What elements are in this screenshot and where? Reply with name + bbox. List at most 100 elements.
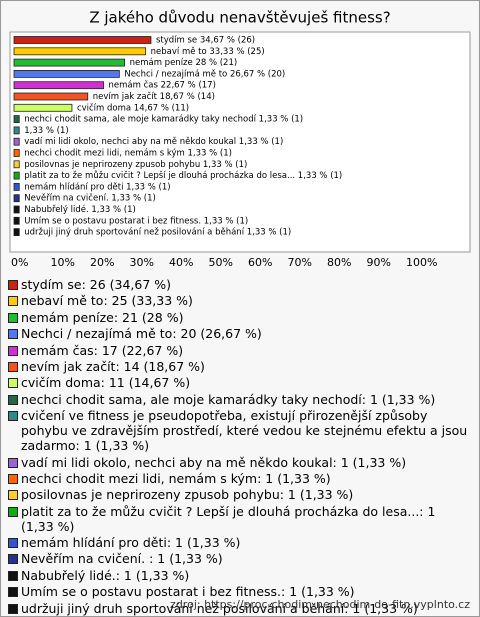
- legend-label: Nechci / nezajímá mě to: 20 (26,67 %): [21, 326, 262, 342]
- bar-label: nebaví mě to 33,33 % (25): [151, 47, 265, 57]
- bar-label: stydím se 34,67 % (26): [156, 36, 255, 46]
- bar-label: 1,33 % (1): [24, 126, 68, 136]
- legend-item: cvičím doma: 11 (14,67 %): [8, 375, 470, 390]
- legend-label: cvičení ve fitness je pseudopotřeba, exi…: [21, 408, 468, 454]
- bar: [13, 126, 20, 135]
- legend-item: nechci chodit mezi lidi, nemám s kým: 1 …: [8, 471, 470, 486]
- legend-label: cvičím doma: 11 (14,67 %): [21, 375, 191, 391]
- legend-item: posilovnas je neprirozeny zpusob pohybu:…: [8, 487, 470, 502]
- legend-label: posilovnas je neprirozeny zpusob pohybu:…: [21, 487, 354, 503]
- legend-label: nechci chodit sama, ale moje kamarádky t…: [21, 391, 436, 407]
- legend-swatch: [8, 312, 18, 323]
- bar-label: nechci chodit sama, ale moje kamarádky t…: [24, 115, 303, 125]
- bar-label: Nechci / nezajímá mě to 26,67 % (20): [124, 69, 285, 79]
- bar: [13, 149, 20, 157]
- plot-area: [9, 31, 471, 253]
- bar-label: nemám hlídání pro děti 1,33 % (1): [24, 182, 170, 192]
- legend-label: Umím se o postavu postarat i bez fitness…: [21, 584, 355, 600]
- bar-label: nemám peníze 28 % (21): [130, 58, 238, 68]
- bar: [13, 115, 20, 123]
- legend-swatch: [8, 329, 18, 340]
- legend-swatch: [8, 280, 18, 290]
- source: zdroj: https://proc-chodim-nechodim-do-f…: [170, 598, 470, 611]
- bar: [13, 182, 20, 191]
- bar: [13, 216, 20, 225]
- legend-item: Nevěřím na cvičení. : 1 (1,33 %): [8, 551, 470, 566]
- legend-label: nechci chodit mezi lidi, nemám s kým: 1 …: [21, 470, 331, 486]
- legend-item: udržuji jiný druh sportování než posilov…: [8, 601, 470, 616]
- legend-item: vadí mi lidi okolo, nechci aby na mě něk…: [8, 455, 470, 470]
- legend-swatch: [8, 603, 18, 614]
- legend-swatch: [8, 490, 18, 501]
- bar: [13, 47, 147, 56]
- bar: [13, 160, 20, 169]
- x-tick-label: 40%: [169, 256, 193, 269]
- legend-label: nevím jak začít: 14 (18,67 %): [21, 358, 205, 374]
- bar: [13, 70, 120, 78]
- legend-label: Nabubřelý lidé.: 1 (1,33 %): [21, 567, 190, 583]
- legend-swatch: [8, 587, 18, 598]
- x-tick-label: 60%: [248, 256, 272, 269]
- legend-swatch: [8, 554, 18, 565]
- legend-swatch: [8, 538, 18, 549]
- legend-item: nevím jak začít: 14 (18,67 %): [8, 359, 470, 374]
- chart: Z jakého důvodu nenavštěvuješ fitness? 0…: [9, 9, 471, 269]
- x-tick-label: 20%: [90, 256, 114, 269]
- legend-swatch: [8, 457, 18, 468]
- legend-swatch: [8, 378, 18, 389]
- legend-swatch: [8, 345, 18, 356]
- legend-label: nebaví mě to: 25 (33,33 %): [21, 293, 193, 309]
- legend-item: stydím se: 26 (34,67 %): [8, 277, 470, 292]
- bar-label: vadí mi lidi okolo, nechci aby na mě něk…: [24, 137, 283, 147]
- bar: [13, 205, 20, 214]
- legend-item: Umím se o postavu postarat i bez fitness…: [8, 584, 470, 599]
- bar-label: nemám čas 22,67 % (17): [109, 80, 216, 91]
- bar: [13, 36, 152, 44]
- x-tick-label: 100%: [406, 256, 437, 269]
- legend-label: platit za to že můžu cvičit ? Lepší je d…: [21, 503, 436, 534]
- legend-label: nemám hlídání pro děti: 1 (1,33 %): [21, 535, 241, 551]
- legend-label: udržuji jiný druh sportování než posilov…: [21, 600, 418, 616]
- legend-item: nemám čas: 17 (22,67 %): [8, 343, 470, 358]
- bar: [13, 171, 20, 180]
- legend-label: nemám peníze: 21 (28 %): [21, 309, 184, 325]
- bar-label: Nevěřím na cvičení. 1,33 % (1): [24, 193, 156, 204]
- legend-label: stydím se: 26 (34,67 %): [21, 277, 172, 292]
- legend-label: Nevěřím na cvičení. : 1 (1,33 %): [21, 551, 223, 567]
- legend-swatch: [8, 473, 18, 484]
- legend-swatch: [8, 411, 18, 422]
- bar-label: platit za to že můžu cvičit ? Lepší je d…: [24, 170, 342, 181]
- bar-label: posilovnas je neprirozeny zpusob pohybu …: [24, 160, 247, 170]
- bar-label: nevím jak začít 18,67 % (14): [93, 91, 215, 102]
- legend-swatch: [8, 394, 18, 405]
- bar-label: udržuji jiný druh sportování než posilov…: [24, 228, 291, 238]
- bar-label: Nabubřelý lidé. 1,33 % (1): [24, 204, 136, 215]
- bar: [13, 103, 73, 112]
- bar: [13, 137, 20, 146]
- bar-label: cvičím doma 14,67 % (11): [77, 102, 189, 113]
- legend-item: nebaví mě to: 25 (33,33 %): [8, 293, 470, 308]
- x-tick-label: 90%: [367, 256, 391, 269]
- legend-item: nemám hlídání pro děti: 1 (1,33 %): [8, 535, 470, 550]
- legend-item: cvičení ve fitness je pseudopotřeba, exi…: [8, 408, 470, 453]
- chart-title: Z jakého důvodu nenavštěvuješ fitness?: [89, 9, 390, 27]
- legend-label: nemám čas: 17 (22,67 %): [21, 342, 184, 358]
- x-tick-label: 70%: [288, 256, 312, 269]
- legend-swatch: [8, 296, 18, 307]
- bar: [13, 58, 125, 67]
- legend-label: vadí mi lidi okolo, nechci aby na mě něk…: [21, 454, 407, 470]
- legend-item: nemám peníze: 21 (28 %): [8, 310, 470, 325]
- legend-swatch: [8, 506, 18, 517]
- x-tick-label: 50%: [209, 256, 233, 269]
- bar-label: Umím se o postavu postarat i bez fitness…: [24, 216, 248, 226]
- bar: [13, 81, 104, 90]
- bar: [13, 194, 20, 203]
- bar: [13, 92, 89, 101]
- legend: stydím se: 26 (34,67 %) nebaví mě to: 25 …: [8, 277, 470, 617]
- legend-swatch: [8, 361, 18, 372]
- legend-swatch: [8, 570, 18, 581]
- x-tick-label: 0%: [11, 256, 28, 269]
- legend-item: Nabubřelý lidé.: 1 (1,33 %): [8, 568, 470, 583]
- legend-item: Nechci / nezajímá mě to: 20 (26,67 %): [8, 326, 470, 341]
